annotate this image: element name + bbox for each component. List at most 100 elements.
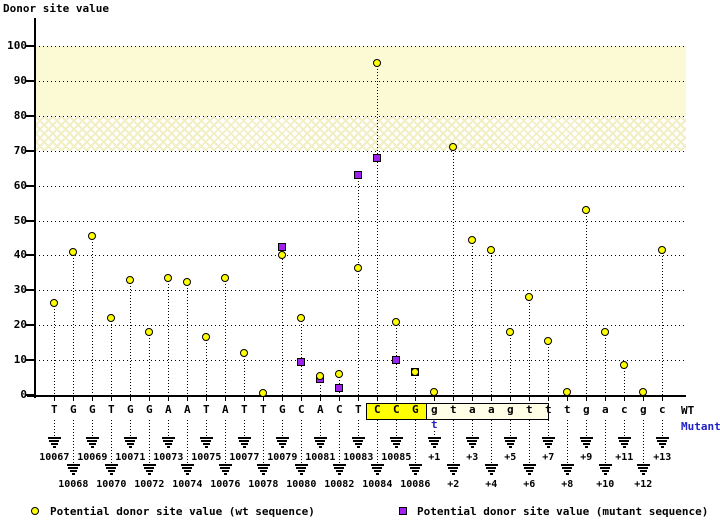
wt-marker-+13 <box>658 246 667 255</box>
position-arrow-+8 <box>567 420 569 463</box>
ground-symbol-bar <box>622 446 626 448</box>
x-tick-10068 <box>73 397 75 401</box>
seq-base-10072: G <box>145 403 153 416</box>
x-tick-10084 <box>377 397 379 401</box>
ground-symbol-bar <box>353 440 364 442</box>
stem-10083 <box>358 175 360 395</box>
gridline-40 <box>35 255 686 257</box>
position-label-10086: 10086 <box>400 479 431 490</box>
legend: Potential donor site value (wt sequence)… <box>0 505 720 520</box>
seq-base-10069: G <box>88 403 96 416</box>
seq-base-10070: T <box>107 403 115 416</box>
wt-marker-+7 <box>544 336 553 345</box>
stem-+4 <box>491 250 493 395</box>
y-tick-label-20: 20 <box>13 318 27 332</box>
ground-symbol-bar <box>142 464 156 466</box>
x-tick-10083 <box>358 397 360 401</box>
y-tick-50 <box>25 219 35 222</box>
seq-base-10086: G <box>411 403 419 416</box>
position-label-10069: 10069 <box>77 452 108 463</box>
ground-symbol-bar <box>218 464 232 466</box>
position-label-+12: +12 <box>634 479 653 490</box>
wt-marker-+2 <box>449 143 458 152</box>
seq-base-10074: A <box>183 403 191 416</box>
x-tick-+12 <box>643 397 645 401</box>
stem-10081 <box>320 375 322 395</box>
position-label-10075: 10075 <box>191 452 222 463</box>
ground-symbol-bar <box>446 464 460 466</box>
ground-symbol-bar <box>88 443 96 445</box>
mutant-marker-10080 <box>297 357 306 366</box>
ground-symbol-10077 <box>237 437 251 449</box>
ground-symbol-bar <box>601 470 609 472</box>
ground-symbol-bar <box>315 440 326 442</box>
ground-symbol-bar <box>90 446 94 448</box>
ground-symbol-bar <box>201 440 212 442</box>
ground-symbol-bar <box>337 473 341 475</box>
mutant-marker-10079 <box>278 242 287 251</box>
wt-marker-10067 <box>50 298 59 307</box>
seq-base-+9: g <box>582 403 590 416</box>
y-tick-label-90: 90 <box>13 73 27 87</box>
x-tick-+3 <box>472 397 474 401</box>
wt-marker-10078 <box>259 389 268 398</box>
position-arrow-+11 <box>624 420 626 436</box>
x-tick-10077 <box>244 397 246 401</box>
wt-marker-10082 <box>335 370 344 379</box>
position-arrow-10082 <box>339 420 341 463</box>
ground-symbol-bar <box>85 437 99 439</box>
ground-symbol-bar <box>335 470 343 472</box>
seq-base-10082: C <box>335 403 343 416</box>
ground-symbol-10083 <box>351 437 365 449</box>
wt-marker-10084 <box>373 59 382 68</box>
x-tick-+2 <box>453 397 455 401</box>
seq-base-+8: t <box>563 403 571 416</box>
position-arrow-10084 <box>377 420 379 463</box>
ground-symbol-+9 <box>579 437 593 449</box>
stem-10072 <box>149 332 151 395</box>
x-tick-10076 <box>225 397 227 401</box>
stem-+3 <box>472 239 474 395</box>
ground-symbol-bar <box>109 473 113 475</box>
y-tick-label-30: 30 <box>13 283 27 297</box>
ground-symbol-+6 <box>522 464 536 476</box>
x-tick-10070 <box>111 397 113 401</box>
x-tick-10073 <box>168 397 170 401</box>
wt-marker-10071 <box>126 275 135 284</box>
ground-symbol-bar <box>354 443 362 445</box>
wt-marker-+8 <box>563 387 572 396</box>
ground-symbol-bar <box>223 473 227 475</box>
legend-wt-marker-icon <box>31 507 39 515</box>
ground-symbol-+4 <box>484 464 498 476</box>
stem-+7 <box>548 340 550 395</box>
position-label-10082: 10082 <box>324 479 355 490</box>
ground-symbol-bar <box>204 446 208 448</box>
ground-symbol-bar <box>239 440 250 442</box>
x-tick-10081 <box>320 397 322 401</box>
wt-row-label: WT <box>681 404 695 417</box>
stem-+5 <box>510 332 512 395</box>
position-arrow-10078 <box>263 420 265 463</box>
x-tick-+4 <box>491 397 493 401</box>
ground-symbol-+2 <box>446 464 460 476</box>
y-tick-80 <box>25 114 35 117</box>
seq-base-+5: g <box>506 403 514 416</box>
ground-symbol-bar <box>258 467 269 469</box>
ground-symbol-bar <box>465 437 479 439</box>
ground-symbol-bar <box>658 443 666 445</box>
ground-symbol-bar <box>546 446 550 448</box>
ground-symbol-bar <box>449 470 457 472</box>
ground-symbol-bar <box>391 440 402 442</box>
ground-symbol-bar <box>316 443 324 445</box>
ground-symbol-bar <box>392 443 400 445</box>
ground-symbol-bar <box>144 467 155 469</box>
ground-symbol-bar <box>600 467 611 469</box>
ground-symbol-bar <box>468 443 476 445</box>
legend-mutant-label: Potential donor site value (mutant seque… <box>417 505 709 518</box>
position-arrow-+7 <box>548 420 550 436</box>
position-label-+6: +6 <box>523 479 536 490</box>
ground-symbol-bar <box>619 440 630 442</box>
position-arrow-10079 <box>282 420 284 436</box>
mutant-marker-10085 <box>392 356 401 365</box>
donor-site-box <box>366 403 549 420</box>
